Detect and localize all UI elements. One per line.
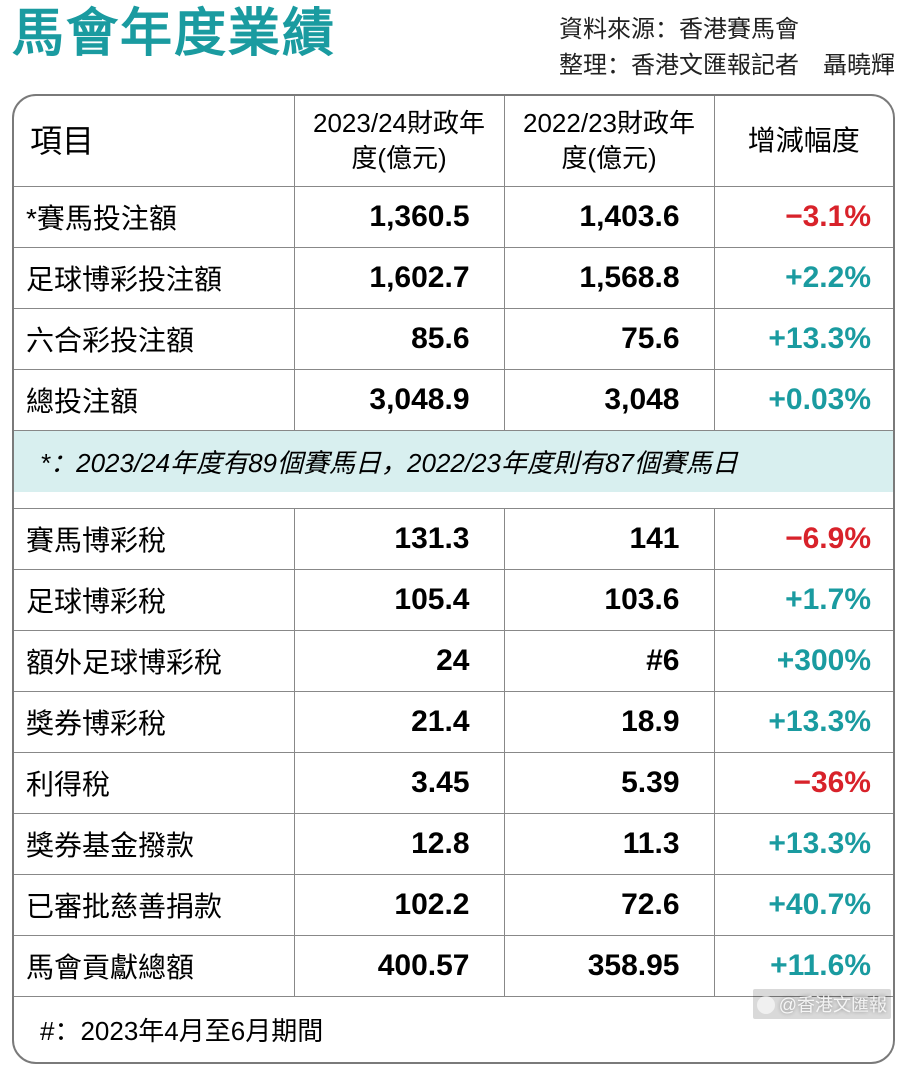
watermark: @香港文匯報 [753, 989, 891, 1019]
row-value-current: 21.4 [294, 691, 504, 752]
footnote-text: *：2023/24年度有89個賽馬日，2022/23年度則有87個賽馬日 [14, 431, 893, 493]
page-title: 馬會年度業績 [12, 8, 336, 60]
row-change: +13.3% [714, 691, 893, 752]
row-value-current: 3,048.9 [294, 370, 504, 431]
row-value-current: 105.4 [294, 569, 504, 630]
table-row: 已審批慈善捐款102.272.6+40.7% [14, 874, 893, 935]
results-table-container: 項目 2023/24財政年度(億元) 2022/23財政年度(億元) 增減幅度 … [12, 94, 895, 1064]
table-row: 足球博彩投注額1,602.71,568.8+2.2% [14, 248, 893, 309]
row-value-prev: 18.9 [504, 691, 714, 752]
row-value-prev: #6 [504, 630, 714, 691]
footnote-row-1: *：2023/24年度有89個賽馬日，2022/23年度則有87個賽馬日 [14, 431, 893, 493]
table-row: 獎券基金撥款12.811.3+13.3% [14, 813, 893, 874]
row-change: +2.2% [714, 248, 893, 309]
source-line: 資料來源：香港賽馬會 [559, 12, 895, 48]
row-label: 六合彩投注額 [14, 309, 294, 370]
row-label: 馬會貢獻總額 [14, 935, 294, 996]
row-label: 已審批慈善捐款 [14, 874, 294, 935]
row-change: +11.6% [714, 935, 893, 996]
row-label: 獎券基金撥款 [14, 813, 294, 874]
row-label: 獎券博彩稅 [14, 691, 294, 752]
row-value-current: 1,360.5 [294, 187, 504, 248]
table-row: 總投注額3,048.93,048+0.03% [14, 370, 893, 431]
col-fy-prev: 2022/23財政年度(億元) [504, 96, 714, 187]
row-value-current: 85.6 [294, 309, 504, 370]
row-label: 利得稅 [14, 752, 294, 813]
table-header-row: 項目 2023/24財政年度(億元) 2022/23財政年度(億元) 增減幅度 [14, 96, 893, 187]
row-value-prev: 1,568.8 [504, 248, 714, 309]
row-value-prev: 3,048 [504, 370, 714, 431]
table-row: 馬會貢獻總額400.57358.95+11.6% [14, 935, 893, 996]
source-block: 資料來源：香港賽馬會 整理：香港文匯報記者 聶曉輝 [559, 8, 895, 84]
row-change: −6.9% [714, 508, 893, 569]
row-value-prev: 72.6 [504, 874, 714, 935]
col-change: 增減幅度 [714, 96, 893, 187]
compiled-label: 整理： [559, 52, 631, 79]
row-change: +13.3% [714, 813, 893, 874]
table-row: 獎券博彩稅21.418.9+13.3% [14, 691, 893, 752]
row-change: +13.3% [714, 309, 893, 370]
table-row: 利得稅3.455.39−36% [14, 752, 893, 813]
row-label: 足球博彩稅 [14, 569, 294, 630]
row-value-prev: 141 [504, 508, 714, 569]
row-value-current: 400.57 [294, 935, 504, 996]
row-value-prev: 358.95 [504, 935, 714, 996]
row-change: +300% [714, 630, 893, 691]
table-row: 足球博彩稅105.4103.6+1.7% [14, 569, 893, 630]
results-table: 項目 2023/24財政年度(億元) 2022/23財政年度(億元) 增減幅度 … [14, 96, 893, 1062]
col-fy-current: 2023/24財政年度(億元) [294, 96, 504, 187]
header: 馬會年度業績 資料來源：香港賽馬會 整理：香港文匯報記者 聶曉輝 [12, 8, 895, 84]
row-change: −3.1% [714, 187, 893, 248]
spacer-row [14, 492, 893, 508]
row-label: *賽馬投注額 [14, 187, 294, 248]
compiled-line: 整理：香港文匯報記者 聶曉輝 [559, 48, 895, 84]
row-value-prev: 5.39 [504, 752, 714, 813]
row-value-prev: 11.3 [504, 813, 714, 874]
table-row: 額外足球博彩稅24#6+300% [14, 630, 893, 691]
row-value-current: 24 [294, 630, 504, 691]
row-value-current: 3.45 [294, 752, 504, 813]
row-change: −36% [714, 752, 893, 813]
row-value-prev: 1,403.6 [504, 187, 714, 248]
row-label: 足球博彩投注額 [14, 248, 294, 309]
source-value: 香港賽馬會 [679, 16, 799, 43]
col-item: 項目 [14, 96, 294, 187]
table-row: *賽馬投注額1,360.51,403.6−3.1% [14, 187, 893, 248]
row-value-current: 1,602.7 [294, 248, 504, 309]
row-value-current: 131.3 [294, 508, 504, 569]
table-body: *賽馬投注額1,360.51,403.6−3.1%足球博彩投注額1,602.71… [14, 187, 893, 1062]
row-change: +40.7% [714, 874, 893, 935]
table-row: 六合彩投注額85.675.6+13.3% [14, 309, 893, 370]
row-value-prev: 75.6 [504, 309, 714, 370]
row-value-current: 102.2 [294, 874, 504, 935]
source-label: 資料來源： [559, 16, 679, 43]
weibo-logo-icon [757, 996, 775, 1014]
row-label: 賽馬博彩稅 [14, 508, 294, 569]
row-change: +1.7% [714, 569, 893, 630]
row-change: +0.03% [714, 370, 893, 431]
row-label: 總投注額 [14, 370, 294, 431]
watermark-text: @香港文匯報 [779, 995, 887, 1015]
row-value-prev: 103.6 [504, 569, 714, 630]
table-row: 賽馬博彩稅131.3141−6.9% [14, 508, 893, 569]
compiled-value: 香港文匯報記者 聶曉輝 [631, 52, 895, 79]
row-label: 額外足球博彩稅 [14, 630, 294, 691]
row-value-current: 12.8 [294, 813, 504, 874]
